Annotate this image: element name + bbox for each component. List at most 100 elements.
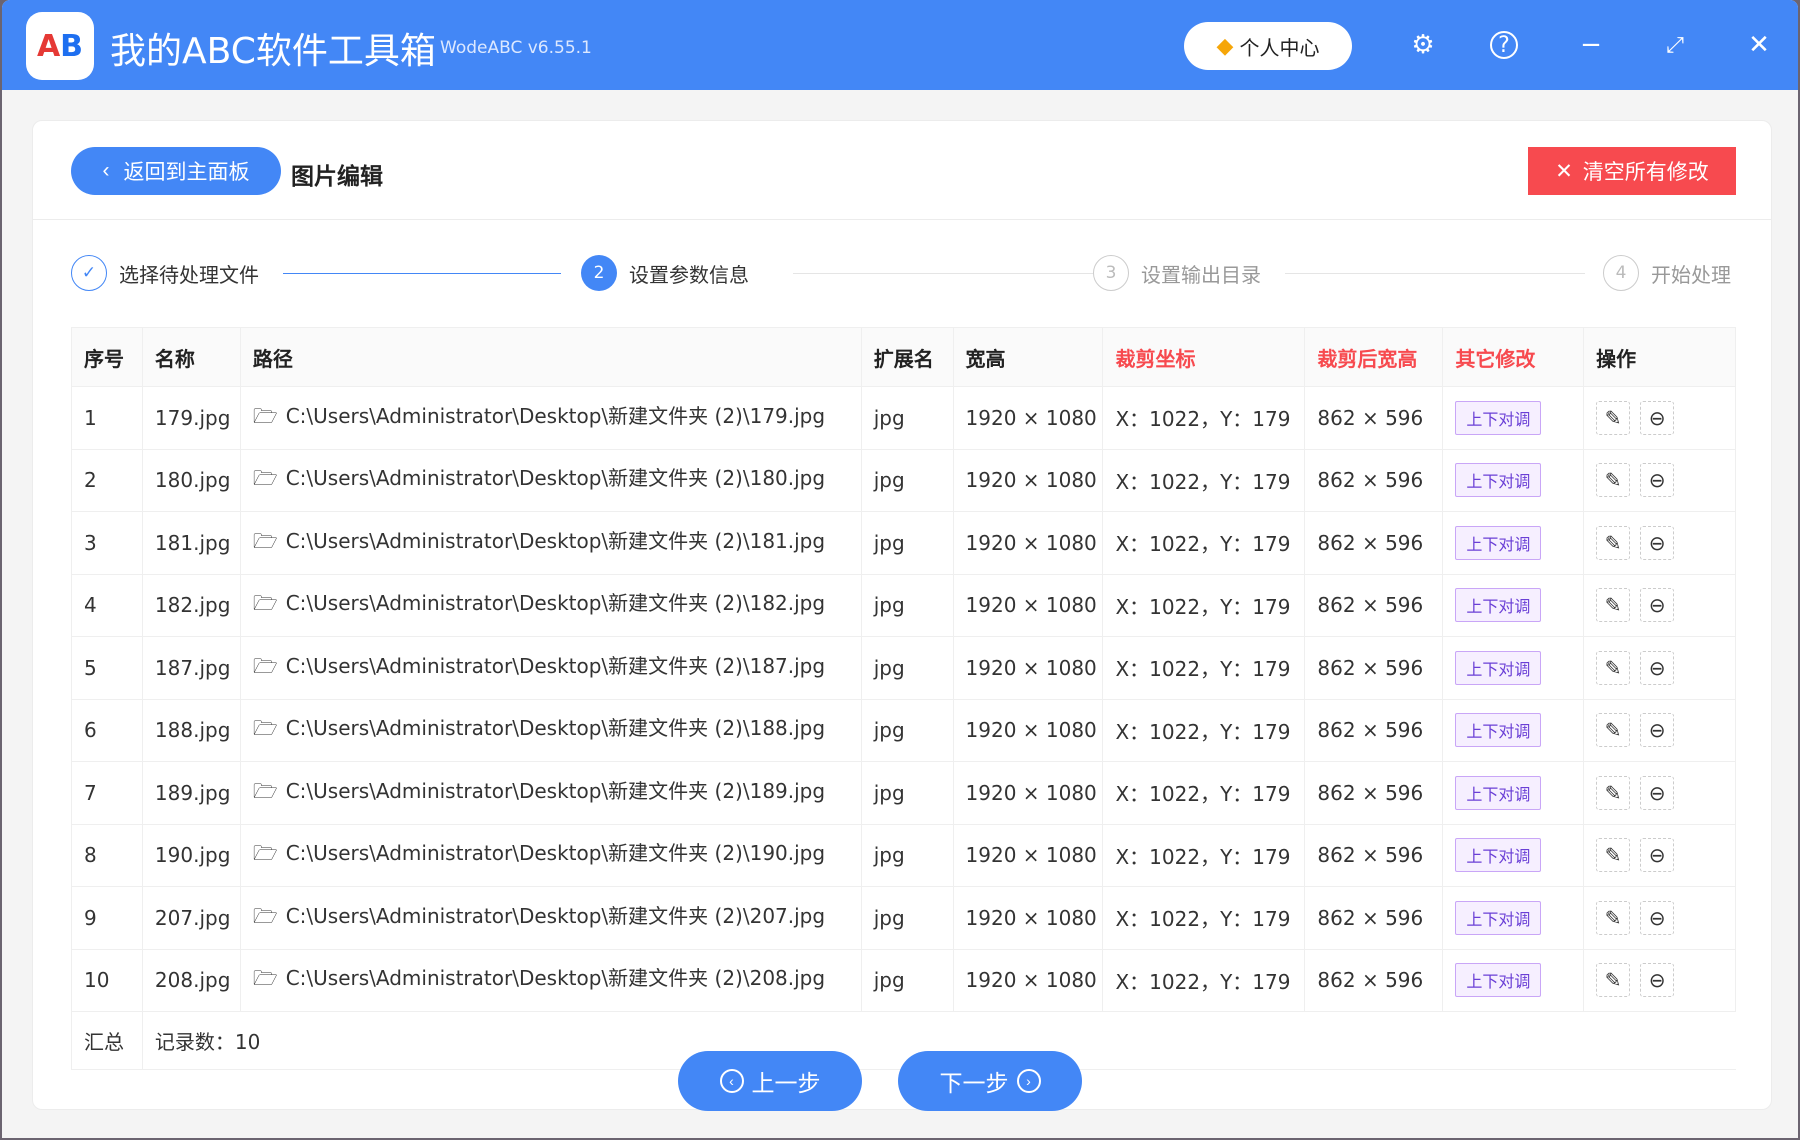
table-row: 6 188.jpg 🗁 C:\Users\Administrator\Desktop\… (71, 698, 1736, 762)
folder-icon[interactable]: 🗁 (252, 403, 278, 428)
step-number: 3 (1093, 255, 1129, 291)
minimize-icon[interactable]: − (1580, 30, 1602, 60)
folder-icon[interactable]: 🗁 (252, 778, 278, 803)
summary-label: 汇总 (71, 1011, 143, 1070)
table-row: 5 187.jpg 🗁 C:\Users\Administrator\Desktop\… (71, 636, 1736, 700)
path-text: C:\Users\Administrator\Desktop\新建文件夹 (2)… (285, 653, 826, 678)
ext-text: jpg (873, 968, 905, 993)
cell-name: 180.jpg (141, 448, 241, 512)
next-step-button[interactable]: 下一步 › (898, 1051, 1082, 1111)
column-header: 裁剪坐标 (1102, 327, 1306, 387)
folder-icon[interactable]: 🗁 (252, 903, 278, 928)
cell-actions: ✎ ⊖ (1583, 636, 1736, 700)
edit-icon[interactable]: ✎ (1596, 838, 1631, 873)
prev-step-button[interactable]: ‹ 上一步 (678, 1051, 862, 1111)
cell-ext: jpg (860, 698, 954, 762)
edit-icon[interactable]: ✎ (1596, 713, 1631, 748)
edit-icon[interactable]: ✎ (1596, 900, 1631, 935)
name-text: 207.jpg (154, 905, 231, 930)
folder-icon[interactable]: 🗁 (252, 966, 278, 991)
cell-other: 上下对调 (1442, 573, 1585, 637)
user-center-button[interactable]: ◆ 个人中心 (1184, 22, 1352, 70)
cell-crop-size: 862 × 596 (1304, 448, 1444, 512)
table-row: 10 208.jpg 🗁 C:\Users\Administrator\Desktop… (71, 948, 1736, 1012)
modification-tag: 上下对调 (1455, 713, 1542, 748)
table-row: 1 179.jpg 🗁 C:\Users\Administrator\Desktop\… (71, 386, 1736, 450)
cell-other: 上下对调 (1442, 386, 1585, 450)
cell-no: 4 (71, 573, 143, 637)
edit-icon[interactable]: ✎ (1596, 650, 1631, 685)
name-text: 180.jpg (154, 468, 231, 493)
remove-icon[interactable]: ⊖ (1640, 525, 1675, 560)
maximize-icon[interactable]: ⤢ (1666, 32, 1684, 58)
cell-crop-size: 862 × 596 (1304, 698, 1444, 762)
crop-text: X：1022，Y：179 (1115, 844, 1291, 869)
step-label: 选择待处理文件 (119, 262, 259, 287)
remove-icon[interactable]: ⊖ (1640, 650, 1675, 685)
cell-path: 🗁 C:\Users\Administrator\Desktop\新建文件夹 (2… (239, 448, 862, 512)
remove-icon[interactable]: ⊖ (1640, 588, 1675, 623)
remove-icon[interactable]: ⊖ (1640, 400, 1675, 435)
crop-size-text: 862 × 596 (1317, 968, 1424, 993)
ext-text: jpg (873, 405, 905, 430)
cell-crop: X：1022，Y：179 (1102, 511, 1306, 575)
crop-size-text: 862 × 596 (1317, 468, 1424, 493)
cell-actions: ✎ ⊖ (1583, 948, 1736, 1012)
help-icon[interactable]: ? (1490, 31, 1518, 59)
edit-icon[interactable]: ✎ (1596, 400, 1631, 435)
remove-icon[interactable]: ⊖ (1640, 713, 1675, 748)
edit-icon[interactable]: ✎ (1596, 775, 1631, 810)
crop-text: X：1022，Y：179 (1115, 907, 1291, 932)
table-row: 7 189.jpg 🗁 C:\Users\Administrator\Desktop\… (71, 761, 1736, 825)
folder-icon[interactable]: 🗁 (252, 466, 278, 491)
cell-actions: ✎ ⊖ (1583, 761, 1736, 825)
column-header: 其它修改 (1442, 327, 1585, 387)
remove-icon[interactable]: ⊖ (1640, 838, 1675, 873)
table-row: 3 181.jpg 🗁 C:\Users\Administrator\Desktop\… (71, 511, 1736, 575)
remove-icon[interactable]: ⊖ (1640, 963, 1675, 998)
cell-name: 179.jpg (141, 386, 241, 450)
remove-icon[interactable]: ⊖ (1640, 775, 1675, 810)
back-label: 返回到主面板 (123, 161, 250, 184)
edit-icon[interactable]: ✎ (1596, 463, 1631, 498)
close-icon[interactable]: ✕ (1748, 30, 1770, 60)
cell-no: 6 (71, 698, 143, 762)
remove-icon[interactable]: ⊖ (1640, 900, 1675, 935)
size-text: 1920 × 1080 (965, 593, 1097, 618)
cell-size: 1920 × 1080 (952, 636, 1104, 700)
cell-other: 上下对调 (1442, 761, 1585, 825)
folder-icon[interactable]: 🗁 (252, 653, 278, 678)
column-header: 宽高 (952, 327, 1104, 387)
no-text: 2 (84, 468, 97, 493)
folder-icon[interactable]: 🗁 (252, 528, 278, 553)
ext-text: jpg (873, 655, 905, 680)
folder-icon[interactable]: 🗁 (252, 716, 278, 741)
cell-actions: ✎ ⊖ (1583, 698, 1736, 762)
cell-path: 🗁 C:\Users\Administrator\Desktop\新建文件夹 (2… (239, 386, 862, 450)
cell-actions: ✎ ⊖ (1583, 511, 1736, 575)
remove-icon[interactable]: ⊖ (1640, 463, 1675, 498)
cell-other: 上下对调 (1442, 448, 1585, 512)
step-connector (793, 273, 1093, 274)
step-number: 2 (581, 255, 617, 291)
crop-text: X：1022，Y：179 (1115, 594, 1291, 619)
cell-crop: X：1022，Y：179 (1102, 636, 1306, 700)
edit-icon[interactable]: ✎ (1596, 525, 1631, 560)
table-row: 2 180.jpg 🗁 C:\Users\Administrator\Desktop\… (71, 448, 1736, 512)
cell-crop-size: 862 × 596 (1304, 573, 1444, 637)
clear-all-button[interactable]: ✕ 清空所有修改 (1528, 147, 1736, 195)
edit-icon[interactable]: ✎ (1596, 963, 1631, 998)
edit-icon[interactable]: ✎ (1596, 588, 1631, 623)
gear-icon[interactable]: ⚙ (1411, 30, 1435, 60)
chevron-left-circle-icon: ‹ (719, 1069, 744, 1093)
ext-text: jpg (873, 843, 905, 868)
path-text: C:\Users\Administrator\Desktop\新建文件夹 (2)… (285, 778, 826, 803)
cell-actions: ✎ ⊖ (1583, 823, 1736, 887)
name-text: 188.jpg (154, 718, 231, 743)
step-label: 设置参数信息 (629, 262, 749, 287)
folder-icon[interactable]: 🗁 (252, 591, 278, 616)
back-to-main-button[interactable]: ‹ 返回到主面板 (71, 147, 281, 195)
cell-size: 1920 × 1080 (952, 886, 1104, 950)
ext-text: jpg (873, 530, 905, 555)
folder-icon[interactable]: 🗁 (252, 841, 278, 866)
